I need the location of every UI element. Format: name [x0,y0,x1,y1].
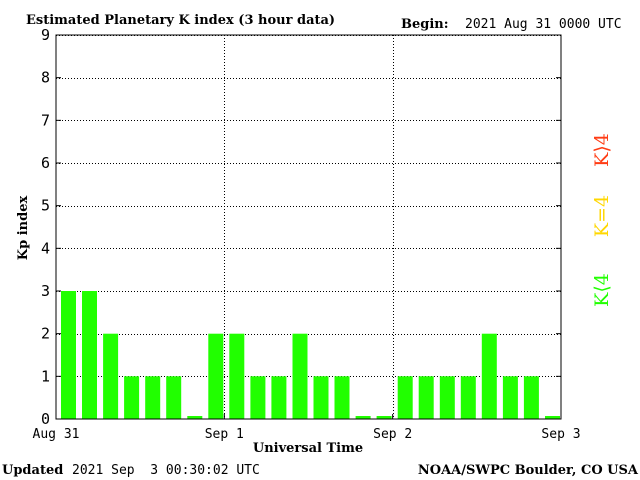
chart-title: Estimated Planetary K index (3 hour data… [26,13,335,28]
kp-bar [460,376,476,419]
y-tick-label: 6 [41,154,50,172]
kp-bar [545,416,560,419]
kp-bar [313,376,329,419]
kp-bar [523,376,539,419]
kp-bar [145,376,161,419]
y-tick-label: 1 [41,367,50,385]
kp-bar [103,333,119,419]
x-tick-label: Aug 31 [33,427,80,442]
begin-value: 2021 Aug 31 0000 UTC [465,17,622,32]
plot-frame [55,34,562,420]
x-tick-label: Sep 2 [373,427,412,442]
kp-bar [292,333,308,419]
kp-bar [481,333,497,419]
y-axis-label: Kp index [16,196,31,261]
x-tick-label: Sep 1 [205,427,244,442]
y-tick-label: 8 [41,69,50,87]
x-tick-label: Sep 3 [541,427,580,442]
legend-item: K⟨4 [591,273,613,307]
kp-bar [439,376,455,419]
y-tick-label: 3 [41,282,50,300]
legend-item: K⟩4 [591,133,613,167]
y-tick-label: 0 [41,410,50,428]
kp-bar [166,376,182,419]
y-tick-label: 5 [41,197,50,215]
kp-bar [61,291,76,419]
kp-bar [334,376,350,419]
x-tick-labels: Aug 31 Sep 1 Sep 2 Sep 3 [33,414,581,442]
kp-bar [376,416,392,419]
kp-bar [187,416,203,419]
kp-bar [355,416,371,419]
x-axis-label: Universal Time [253,441,363,456]
bars [61,291,560,419]
kp-bar [502,376,518,419]
y-tick-label: 7 [41,111,50,129]
kp-bar [250,376,266,419]
kp-bar [229,333,245,419]
kp-bar [397,376,413,419]
updated-value: 2021 Sep 3 00:30:02 UTC [72,463,260,478]
kp-bar [418,376,434,419]
kp-bar [208,333,224,419]
begin-label: Begin: [401,17,449,32]
kp-bar [82,291,97,419]
y-tick-label: 9 [41,26,50,44]
kp-bar [124,376,140,419]
legend-item: K=4 [591,195,613,237]
legend: K⟨4 K=4 K⟩4 [591,133,613,307]
kp-bar [271,376,287,419]
credit-text: NOAA/SWPC Boulder, CO USA [418,463,639,478]
y-tick-label: 4 [41,239,50,257]
y-tick-label: 2 [41,325,50,343]
updated-label: Updated [2,463,63,478]
